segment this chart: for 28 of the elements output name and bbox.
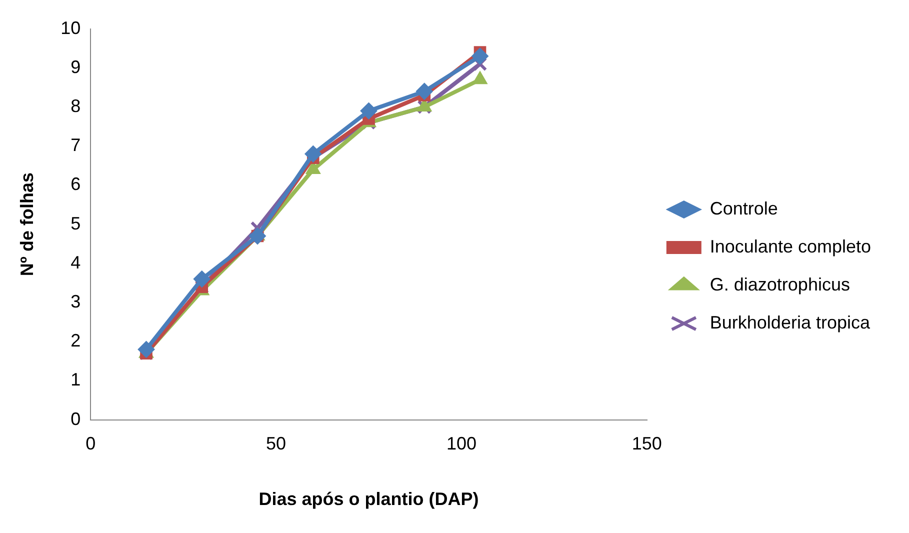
y-tick-label: 9 <box>70 56 81 77</box>
point <box>249 228 266 245</box>
point <box>472 48 489 65</box>
x-tick-label: 0 <box>86 434 96 454</box>
y-tick-label: 2 <box>70 330 81 351</box>
legend-label: Burkholderia tropica <box>710 312 871 332</box>
legend-label: G. diazotrophicus <box>710 274 850 294</box>
x-axis-title: Dias após o plantio (DAP) <box>258 489 479 510</box>
y-tick-label: 6 <box>70 174 81 194</box>
point <box>416 82 433 100</box>
y-tick-label: 10 <box>60 18 81 38</box>
point <box>138 340 155 358</box>
y-tick-label: 4 <box>70 252 81 272</box>
x-tick-label: 100 <box>446 434 476 454</box>
point <box>193 270 210 288</box>
y-tick-label: 8 <box>70 96 81 116</box>
point <box>304 145 322 162</box>
y-tick-label: 1 <box>70 370 81 390</box>
y-tick-label: 7 <box>70 135 81 156</box>
x-tick-label: 50 <box>266 434 286 454</box>
y-tick-label: 5 <box>70 213 81 234</box>
legend-label: Controle <box>710 198 778 218</box>
y-tick-label: 3 <box>70 291 81 312</box>
y-axis-title: Nº de folhas <box>16 172 37 276</box>
x-tick-label: 150 <box>632 434 662 454</box>
point <box>360 102 378 120</box>
y-tick-label: 0 <box>70 408 81 429</box>
legend-label: Inoculante completo <box>710 236 872 256</box>
